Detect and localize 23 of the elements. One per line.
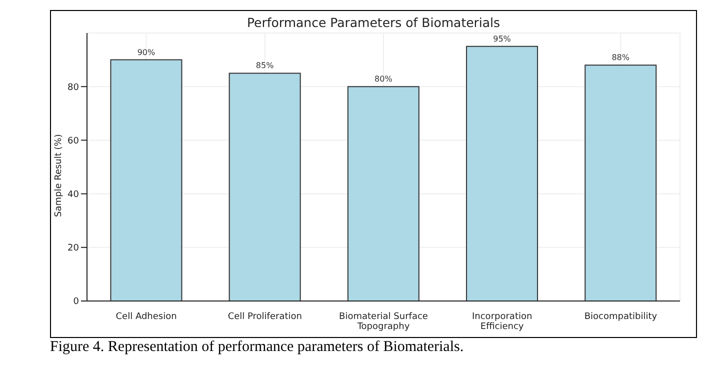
y-tick-label: 60: [68, 136, 80, 146]
y-tick-label: 0: [73, 297, 80, 308]
x-tick-label: Cell Adhesion: [116, 312, 177, 322]
y-axis-title: Sample Result (%): [54, 134, 64, 217]
bar: [228, 72, 301, 301]
x-tick-label: Cell Proliferation: [228, 312, 302, 322]
data-label: 85%: [256, 61, 274, 70]
bar: [466, 46, 538, 301]
data-label: 80%: [374, 74, 393, 84]
x-tick-label: Biocompatibility: [584, 312, 658, 322]
chart-title: Performance Parameters of Biomaterials: [246, 15, 502, 30]
x-tick-label: Incorporation Efficiency: [472, 312, 532, 332]
data-label: 95%: [493, 34, 512, 44]
y-tick-label: 80: [68, 82, 80, 93]
x-tick-label: Biomaterial Surface Topography: [339, 312, 428, 332]
bar: [347, 86, 420, 301]
y-tick-label: 40: [68, 190, 80, 200]
caption: Figure 4. Representation of performance parameters of Biomaterials.: [50, 339, 464, 356]
data-label: 88%: [612, 53, 630, 62]
y-tick-label: 20: [68, 244, 80, 254]
bar: [110, 59, 182, 301]
data-label: 90%: [137, 48, 156, 57]
bar: [584, 64, 657, 301]
